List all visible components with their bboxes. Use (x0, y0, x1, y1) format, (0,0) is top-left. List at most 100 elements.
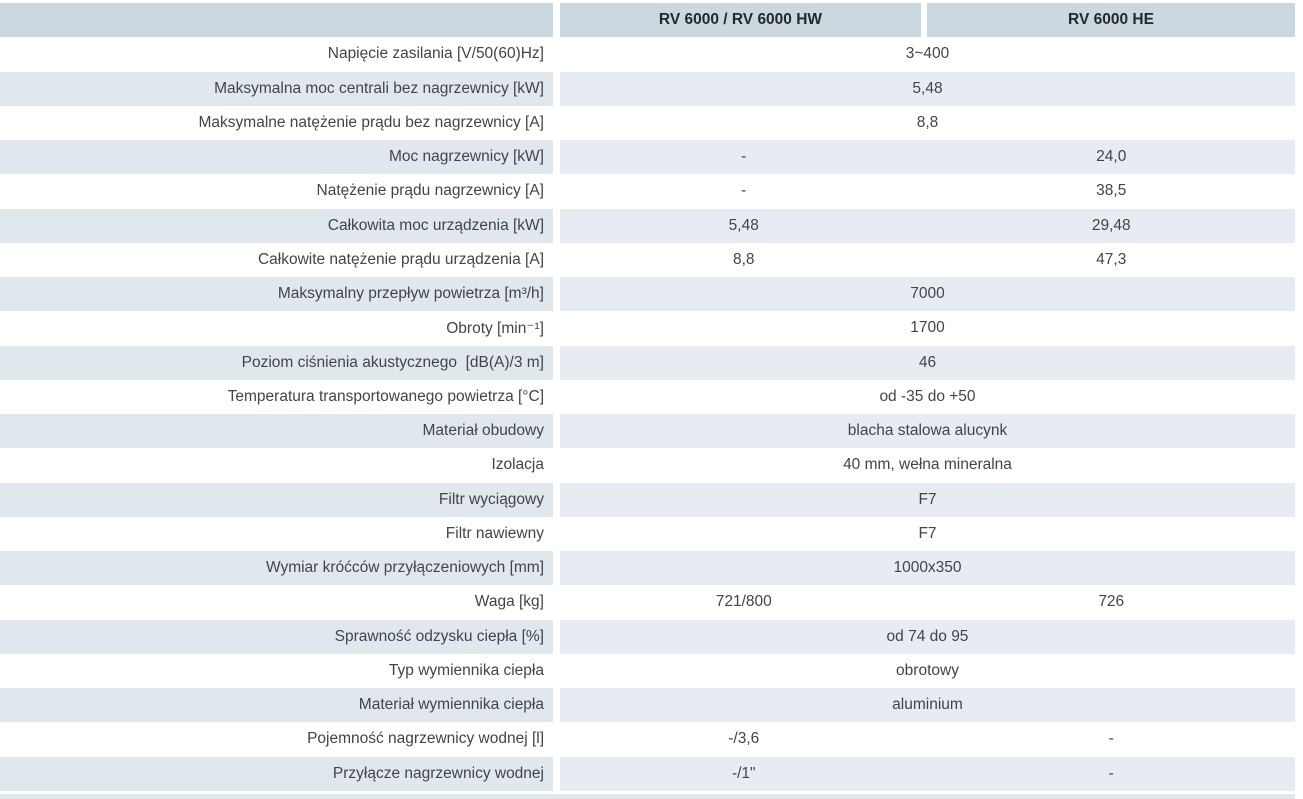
value-rv6000he: - (1108, 764, 1114, 782)
value-rv6000-rv6000hw: - (741, 182, 747, 200)
row-values: od 74 do 95 (560, 619, 1295, 654)
row-values: od -35 do +50 (560, 380, 1295, 414)
value-rv6000-rv6000hw: - (741, 148, 747, 166)
value-span-both-models: 3~400 (905, 45, 950, 63)
table-row: Typ wymiennika ciepła obrotowy (0, 653, 1295, 688)
row-values: 7000 (560, 277, 1295, 312)
value-span-both-models: 1000x350 (893, 559, 962, 577)
table-row: Wymiar króćców przyłączeniowych [mm] 100… (0, 551, 1295, 586)
table-header-row: RV 6000 / RV 6000 HW RV 6000 HE (0, 3, 1295, 38)
next-section-band (0, 793, 1295, 799)
row-label: Maksymalne natężenie prądu bez nagrzewni… (198, 113, 545, 131)
row-values: 8,8 47,3 (560, 243, 1295, 277)
value-span-both-models: 1700 (910, 319, 945, 337)
row-values: 1700 (560, 311, 1295, 345)
row-label: Materiał obudowy (0, 414, 553, 449)
label-column-divider (553, 619, 560, 654)
value-rv6000he: - (1108, 730, 1114, 748)
value-span-both-models: F7 (918, 524, 937, 542)
row-values: 5,48 (560, 71, 1295, 106)
value-rv6000-rv6000hw: -/3,6 (728, 730, 760, 748)
row-label: Filtr nawiewny (445, 524, 544, 542)
table-row: Maksymalne natężenie prądu bez nagrzewni… (0, 105, 1295, 140)
row-values: 1000x350 (560, 551, 1295, 586)
label-column-divider (553, 277, 560, 312)
value-span-both-models: obrotowy (896, 661, 959, 679)
row-values: -/3,6 - (560, 722, 1295, 756)
header-empty-cell (0, 3, 553, 38)
row-values: 3~400 (560, 37, 1295, 71)
row-values: F7 (560, 517, 1295, 551)
value-rv6000he: 726 (1098, 593, 1125, 611)
table-row: Materiał obudowy blacha stalowa alucynk (0, 414, 1295, 449)
value-column-divider (921, 3, 927, 38)
value-rv6000he: 29,48 (1091, 216, 1131, 234)
row-label: Obroty [min⁻¹] (446, 319, 544, 337)
row-values: F7 (560, 482, 1295, 517)
label-column-divider (553, 3, 560, 38)
label-column-divider (553, 37, 560, 72)
row-values: obrotowy (560, 654, 1295, 688)
label-column-divider (553, 551, 560, 586)
table-row: Waga [kg] 721/800 726 (0, 585, 1295, 620)
row-label: Całkowita moc urządzenia [kW] (0, 208, 553, 243)
row-values: -/1" - (560, 756, 1295, 791)
label-column-divider (553, 311, 560, 346)
row-values: 5,48 29,48 (560, 208, 1295, 243)
row-label: Temperatura transportowanego powietrza [… (227, 387, 544, 405)
row-label: Filtr wyciągowy (0, 482, 553, 517)
row-label: Maksymalny przepływ powietrza [m³/h] (0, 277, 553, 312)
label-column-divider (553, 688, 560, 723)
table-row: Napięcie zasilania [V/50(60)Hz] 3~400 (0, 37, 1295, 72)
value-span-both-models: 8,8 (916, 113, 939, 131)
row-values: 40 mm, wełna mineralna (560, 448, 1295, 482)
label-column-divider (553, 105, 560, 140)
label-column-divider (553, 345, 560, 380)
row-label: Izolacja (491, 456, 544, 474)
row-label: Poziom ciśnienia akustycznego [dB(A)/3 m… (0, 345, 553, 380)
row-label: Materiał wymiennika ciepła (0, 688, 553, 723)
row-values: 8,8 (560, 106, 1295, 140)
value-span-both-models: 7000 (910, 285, 945, 303)
label-column-divider (553, 516, 560, 551)
label-column-divider (553, 140, 560, 175)
value-span-both-models: 40 mm, wełna mineralna (843, 456, 1012, 474)
label-column-divider (553, 482, 560, 517)
value-span-both-models: 5,48 (912, 79, 943, 97)
label-column-divider (553, 379, 560, 414)
table-body: Napięcie zasilania [V/50(60)Hz] 3~400 Ma… (0, 37, 1303, 791)
table-row: Filtr nawiewny F7 (0, 516, 1295, 551)
value-rv6000he: 38,5 (1096, 182, 1127, 200)
value-span-both-models: blacha stalowa alucynk (847, 422, 1008, 440)
value-rv6000he: 47,3 (1096, 250, 1127, 268)
table-row: Filtr wyciągowy F7 (0, 482, 1295, 517)
row-label: Pojemność nagrzewnicy wodnej [l] (307, 730, 544, 748)
label-column-divider (553, 174, 560, 209)
row-label: Natężenie prądu nagrzewnicy [A] (316, 182, 544, 200)
label-column-divider (553, 71, 560, 106)
table-row: Całkowite natężenie prądu urządzenia [A]… (0, 242, 1295, 277)
table-row: Izolacja 40 mm, wełna mineralna (0, 448, 1295, 483)
value-rv6000-rv6000hw: 721/800 (715, 593, 772, 611)
table-row: Sprawność odzysku ciepła [%] od 74 do 95 (0, 619, 1295, 654)
row-values: aluminium (560, 688, 1295, 723)
row-label: Przyłącze nagrzewnicy wodnej (0, 756, 553, 791)
label-column-divider (553, 242, 560, 277)
label-column-divider (553, 756, 560, 791)
value-rv6000-rv6000hw: 5,48 (728, 216, 759, 234)
table-row: Natężenie prądu nagrzewnicy [A] - 38,5 (0, 174, 1295, 209)
table-row: Poziom ciśnienia akustycznego [dB(A)/3 m… (0, 345, 1295, 380)
table-row: Temperatura transportowanego powietrza [… (0, 379, 1295, 414)
row-label: Maksymalna moc centrali bez nagrzewnicy … (0, 71, 553, 106)
value-rv6000he: 24,0 (1096, 148, 1127, 166)
row-values: - 38,5 (560, 174, 1295, 208)
value-span-both-models: F7 (918, 490, 937, 508)
row-label: Wymiar króćców przyłączeniowych [mm] (0, 551, 553, 586)
value-rv6000-rv6000hw: 8,8 (732, 250, 755, 268)
row-label: Moc nagrzewnicy [kW] (0, 140, 553, 175)
table-row: Maksymalny przepływ powietrza [m³/h] 700… (0, 277, 1295, 312)
header-col-rv6000he: RV 6000 HE (927, 3, 1295, 38)
row-values: 721/800 726 (560, 585, 1295, 619)
table-row: Obroty [min⁻¹] 1700 (0, 311, 1295, 346)
